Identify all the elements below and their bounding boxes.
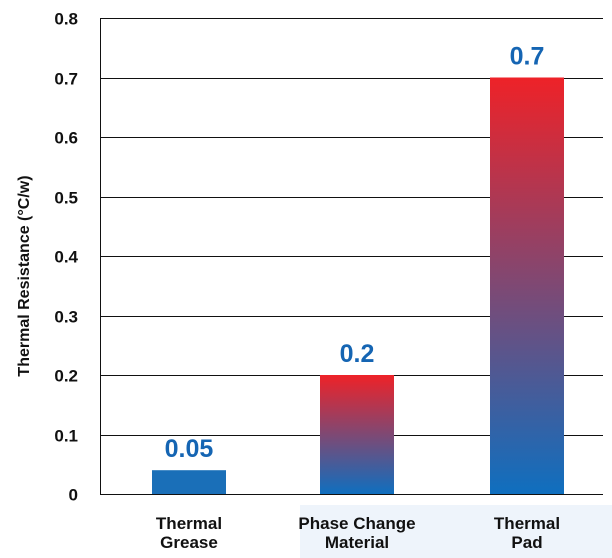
- category-label-line: Grease: [160, 533, 218, 552]
- bottom-background-panel: [300, 505, 612, 558]
- y-tick-label: 0.3: [54, 308, 78, 327]
- category-label-line: Pad: [511, 533, 542, 552]
- category-label: Thermal Pad: [494, 514, 560, 552]
- y-tick-label: 0.2: [54, 367, 78, 386]
- category-label-line: Thermal: [156, 514, 222, 533]
- bar: [490, 77, 564, 494]
- y-tick-label: 0.1: [54, 427, 78, 446]
- category-label: Thermal Grease: [156, 514, 222, 552]
- data-label: 0.7: [510, 43, 545, 71]
- y-tick-label: 0: [69, 486, 78, 505]
- category-label-line: Phase Change: [298, 514, 415, 533]
- y-tick-label: 0.7: [54, 70, 78, 89]
- bar: [320, 375, 394, 494]
- category-label-line: Thermal: [494, 514, 560, 533]
- bar: [152, 470, 226, 494]
- y-tick-label: 0.8: [54, 10, 78, 29]
- data-labels: 0.05 0.2 0.7: [165, 43, 545, 464]
- bars: [152, 77, 564, 494]
- y-tick-label: 0.4: [54, 248, 78, 267]
- y-axis-label: Thermal Resistance (°C/w): [16, 175, 33, 376]
- y-tick-label: 0.6: [54, 129, 78, 148]
- data-label: 0.2: [340, 340, 375, 368]
- y-axis-tick-labels: 0 0.1 0.2 0.3 0.4 0.5 0.6 0.7 0.8: [54, 10, 78, 505]
- category-label: Phase Change Material: [298, 514, 415, 552]
- data-label: 0.05: [165, 435, 214, 463]
- category-label-line: Material: [325, 533, 389, 552]
- y-tick-label: 0.5: [54, 189, 78, 208]
